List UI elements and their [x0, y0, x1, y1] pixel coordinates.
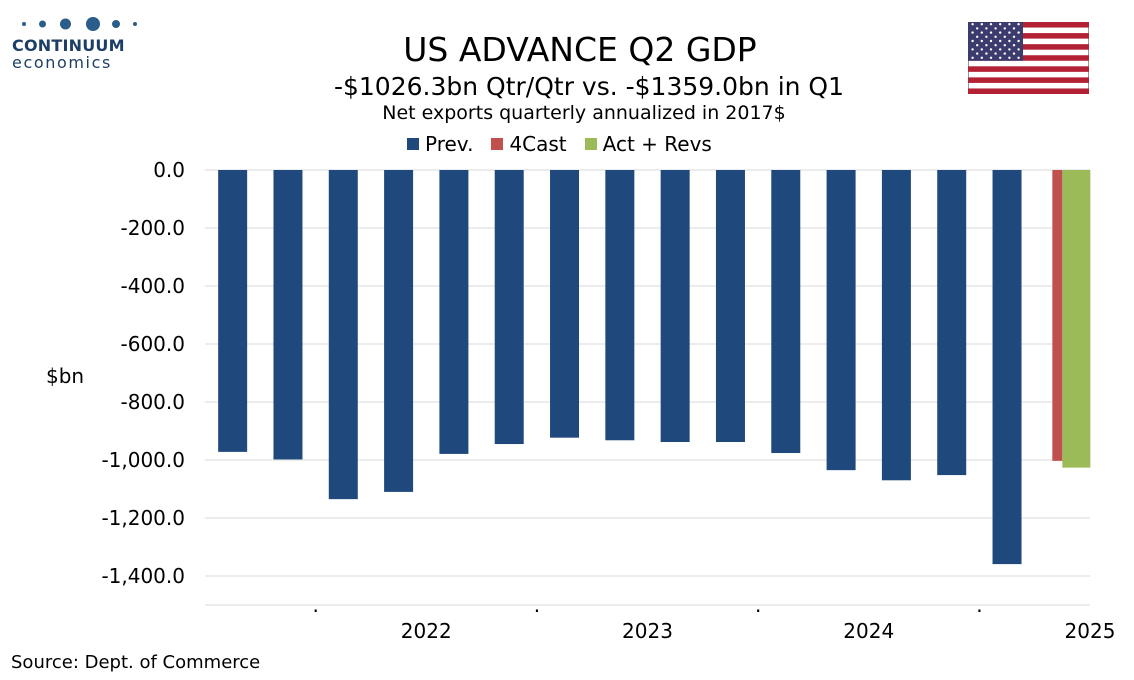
y-tick-label: -1,200.0	[101, 506, 185, 530]
bar-prev	[328, 170, 358, 500]
legend-item-act-revs: Act + Revs	[584, 132, 712, 156]
bar-prev	[439, 170, 469, 454]
x-group-label: 2023	[622, 619, 673, 643]
legend-swatch-prev	[407, 138, 419, 150]
logo-dots-icon	[12, 14, 142, 34]
logo-subtitle: economics	[12, 53, 112, 72]
x-group-label: 2025	[1065, 619, 1116, 643]
x-group-label: 2022	[401, 619, 452, 643]
legend-label-4cast: 4Cast	[509, 132, 567, 156]
x-group-label: 2024	[843, 619, 894, 643]
y-tick-label: -1,000.0	[101, 448, 185, 472]
bar-prev	[494, 170, 524, 445]
bar-act-revs	[1062, 170, 1091, 468]
x-minor-label: .	[312, 593, 318, 617]
x-minor-label: .	[976, 593, 982, 617]
y-tick-label: -400.0	[121, 274, 185, 298]
legend-swatch-4cast	[491, 138, 504, 150]
bar-prev	[273, 170, 303, 460]
chart-subtitle-detail: Net exports quarterly annualized in 2017…	[382, 102, 786, 124]
legend-item-4cast: 4Cast	[491, 132, 567, 156]
bar-prev	[992, 170, 1022, 565]
y-tick-label: -800.0	[121, 390, 185, 414]
bar-4cast	[1052, 170, 1063, 461]
bar-prev	[218, 170, 248, 452]
y-tick-label: -600.0	[121, 332, 185, 356]
bar-prev	[384, 170, 414, 492]
legend-item-prev: Prev.	[407, 132, 473, 156]
x-minor-label: .	[534, 593, 540, 617]
bar-prev	[605, 170, 635, 441]
y-axis-label: $bn	[46, 364, 85, 388]
x-minor-label: .	[755, 593, 761, 617]
bar-prev	[715, 170, 745, 443]
y-tick-label: -200.0	[121, 216, 185, 240]
legend-label-act-revs: Act + Revs	[602, 132, 712, 156]
chart-subtitle: -$1026.3bn Qtr/Qtr vs. -$1359.0bn in Q1	[333, 72, 845, 101]
legend-label-prev: Prev.	[425, 132, 474, 156]
chart-title: US ADVANCE Q2 GDP	[403, 30, 757, 69]
legend-swatch-act-revs	[584, 138, 597, 150]
bar-prev	[771, 170, 801, 454]
y-tick-label: 0.0	[153, 158, 185, 182]
bar-prev	[826, 170, 856, 471]
y-tick-label: -1,400.0	[101, 564, 185, 588]
logo-name: CONTINUUM	[12, 36, 125, 55]
source-note: Source: Dept. of Commerce	[11, 652, 261, 673]
bar-prev	[881, 170, 911, 481]
continuum-logo: CONTINUUM economics	[12, 14, 142, 72]
bar-prev	[550, 170, 580, 438]
chart-legend: Prev. 4Cast Act + Revs	[407, 132, 730, 156]
bar-prev	[937, 170, 967, 476]
us-flag-icon	[968, 22, 1089, 94]
bar-prev	[660, 170, 690, 443]
